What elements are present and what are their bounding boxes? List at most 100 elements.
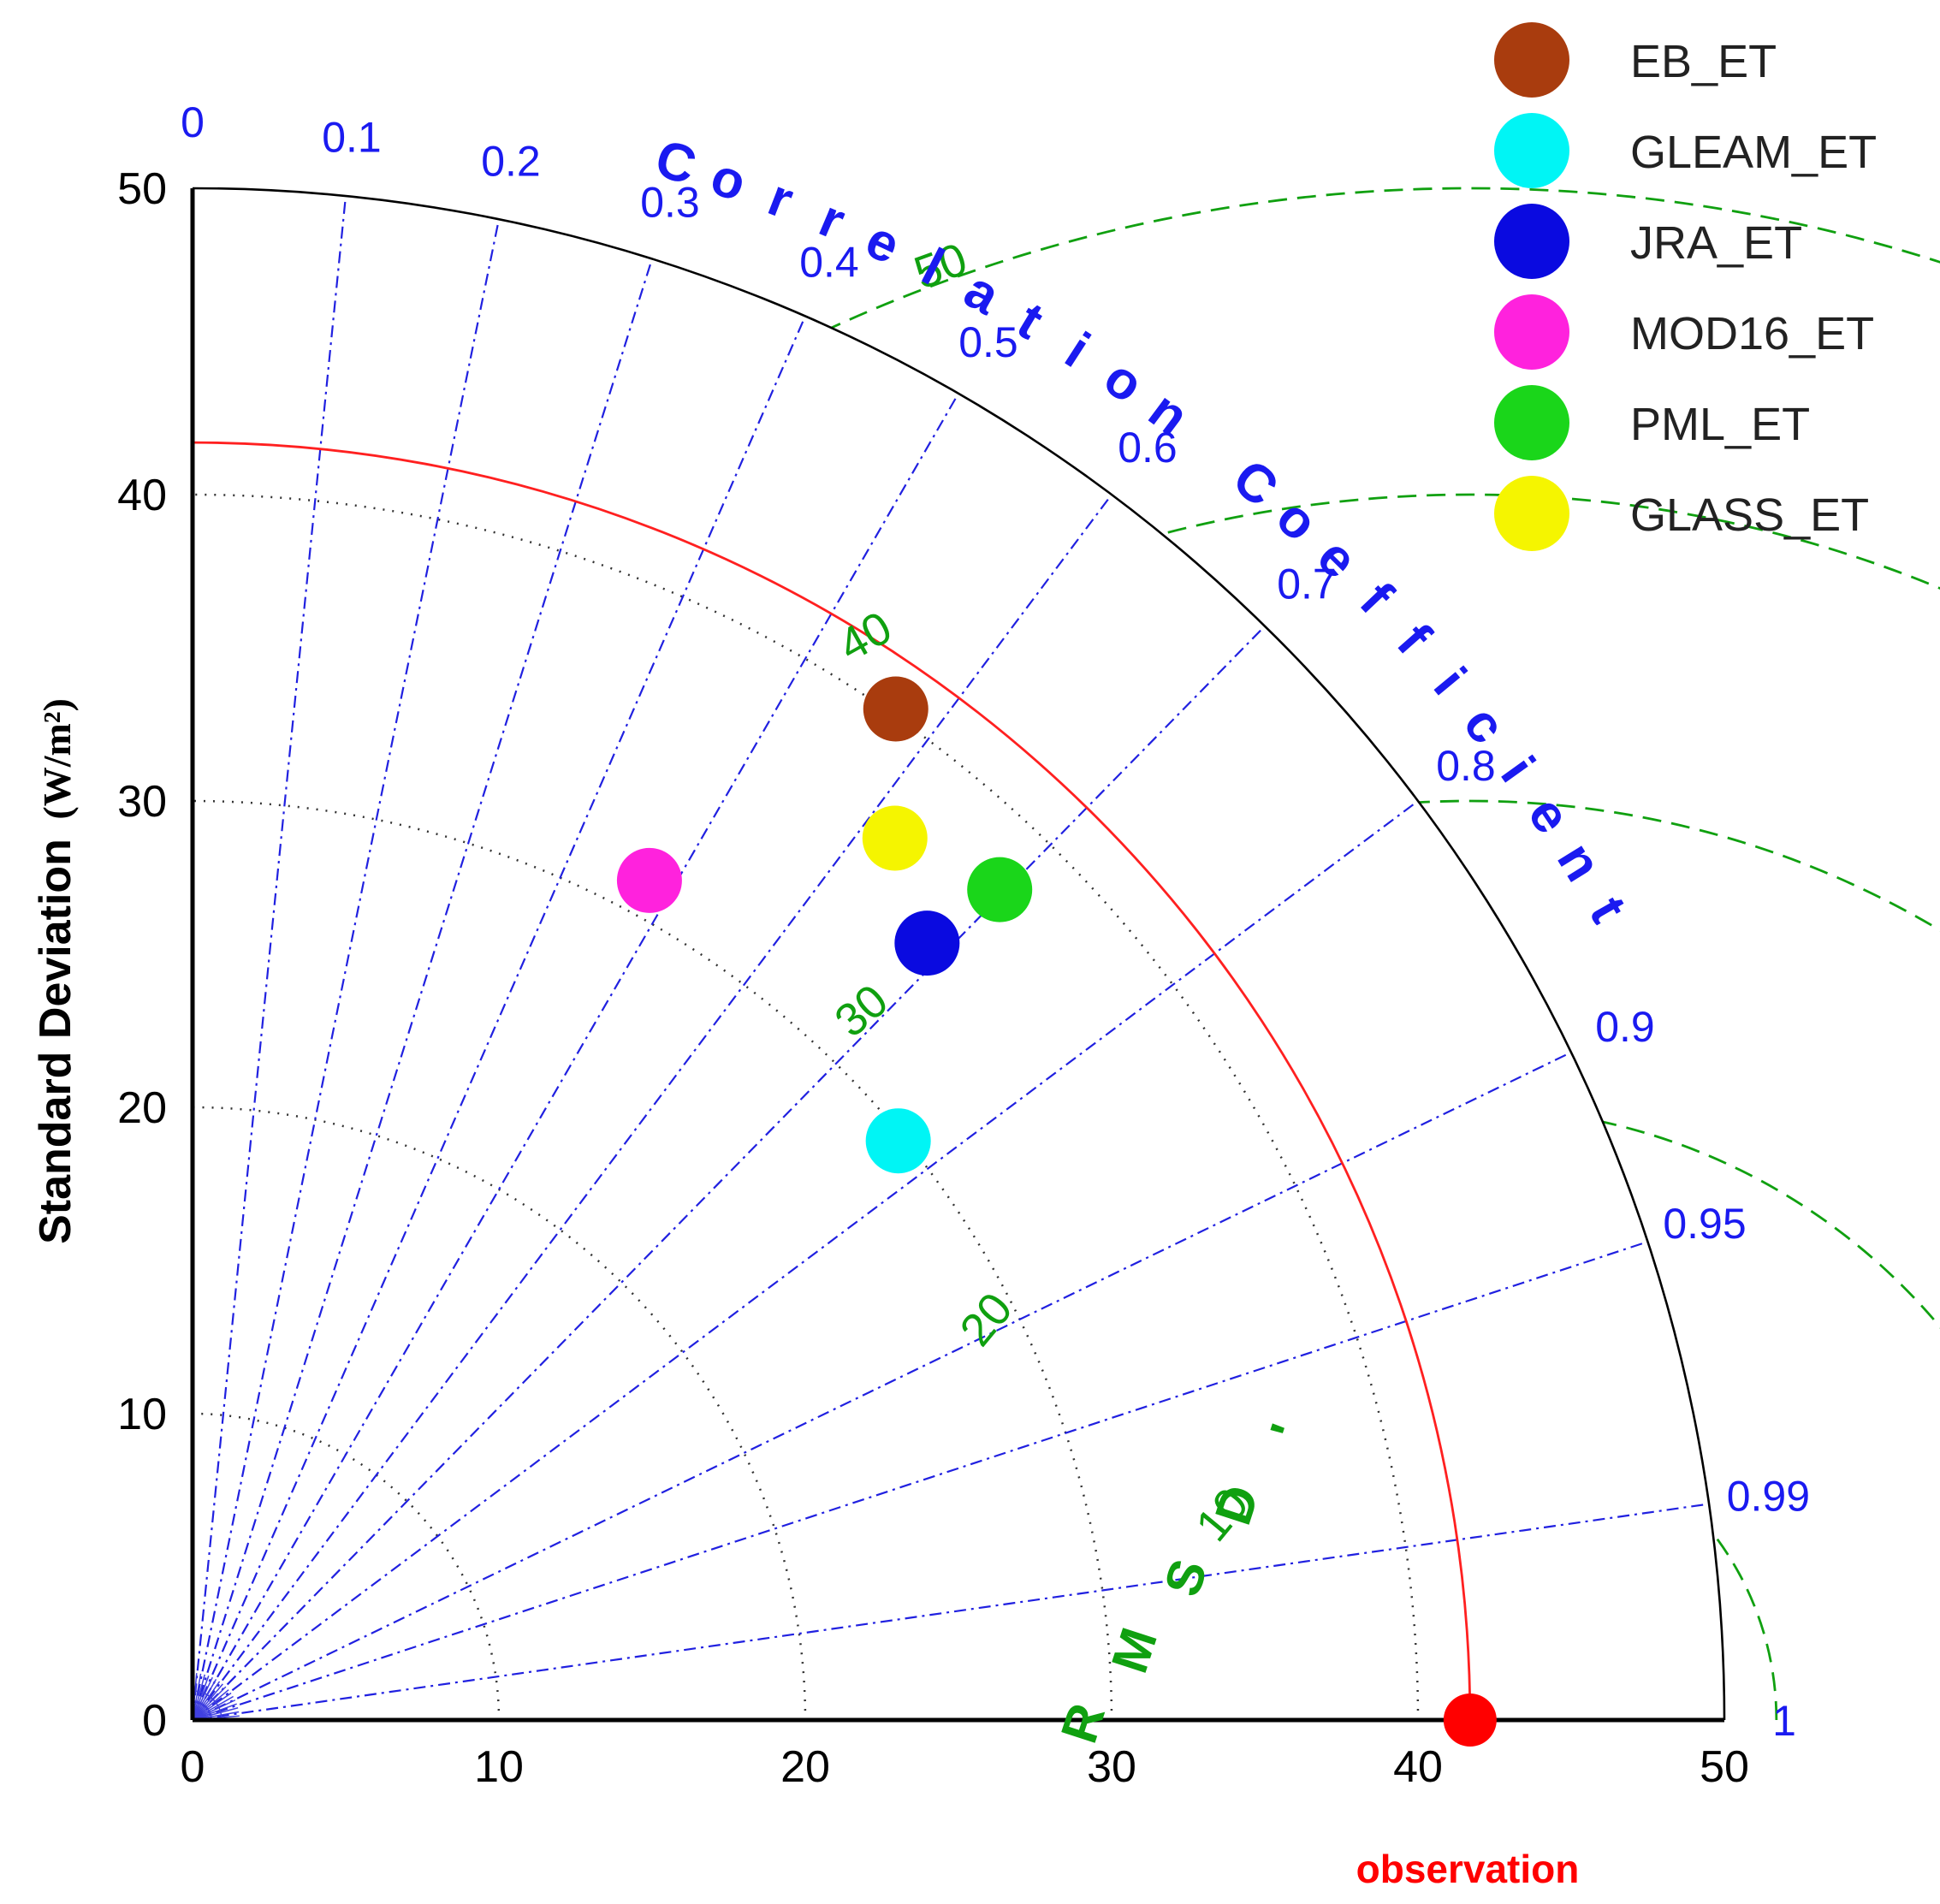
point-mod16-et bbox=[616, 847, 682, 913]
correlation-title-char: f bbox=[1349, 572, 1404, 626]
origin-ray bbox=[192, 1689, 229, 1721]
correlation-title-char: C bbox=[1221, 448, 1289, 519]
correlation-line-0.2 bbox=[191, 218, 501, 1721]
origin-ray bbox=[192, 1676, 210, 1721]
correlation-line-0.3 bbox=[191, 258, 654, 1721]
correlation-tick-0.4: 0.4 bbox=[799, 238, 859, 286]
rmsd-contour-10 bbox=[1712, 1532, 1778, 1721]
origin-ray bbox=[192, 1695, 234, 1721]
std-grid-arc-20 bbox=[192, 1106, 807, 1721]
rmsd-label-30: 30 bbox=[825, 975, 898, 1047]
origin-ray bbox=[192, 1703, 237, 1721]
origin-ray bbox=[192, 1686, 227, 1721]
correlation-tick-0.1: 0.1 bbox=[322, 113, 382, 161]
correlation-tick-0.6: 0.6 bbox=[1118, 424, 1178, 472]
correlation-title-char: e bbox=[857, 210, 909, 276]
y-axis-units: (W/m²) bbox=[35, 698, 79, 820]
y-tick-label-20: 20 bbox=[117, 1083, 167, 1133]
legend: EB_ET GLEAM_ET JRA_ET MOD16_ET PML_ET GLASS_E… bbox=[1494, 22, 1877, 551]
legend-label-eb-et: EB_ET bbox=[1630, 36, 1777, 87]
std-grid-arc-30 bbox=[192, 799, 1113, 1721]
correlation-line-0.6 bbox=[192, 494, 1112, 1721]
rmsd-contours bbox=[830, 187, 1940, 1721]
x-tick-label-0: 0 bbox=[181, 1742, 205, 1792]
origin-ray bbox=[192, 1692, 232, 1721]
correlation-tick-0.7: 0.7 bbox=[1277, 561, 1337, 608]
correlation-title-char: i bbox=[1422, 657, 1477, 706]
axis-ticks: 0 10 20 30 40 50 0 10 20 30 40 50 bbox=[117, 164, 1749, 1792]
point-gleam-et bbox=[865, 1108, 931, 1174]
std-grid bbox=[192, 493, 1420, 1721]
y-tick-label-10: 10 bbox=[117, 1390, 167, 1439]
rmsd-title-char: S bbox=[1153, 1552, 1218, 1603]
correlation-tick-0.5: 0.5 bbox=[958, 318, 1018, 366]
correlation-tick-0.8: 0.8 bbox=[1436, 742, 1496, 790]
std-grid-arc-10 bbox=[192, 1412, 501, 1721]
y-tick-label-50: 50 bbox=[117, 164, 167, 214]
rmsd-title-char: R bbox=[1050, 1697, 1116, 1750]
observation-arc bbox=[192, 441, 1472, 1721]
correlation-tick-labels: 0 0.1 0.2 0.3 0.4 0.5 0.6 0.7 0.8 0.9 0.95 0.99 1 bbox=[181, 98, 1810, 1745]
rmsd-title-char: ' bbox=[1259, 1418, 1317, 1447]
point-jra-et bbox=[894, 910, 960, 976]
rmsd-contour-30 bbox=[1419, 799, 1940, 932]
legend-marker-pml-et bbox=[1494, 385, 1569, 460]
legend-marker-jra-et bbox=[1494, 204, 1569, 279]
legend-label-mod16-et: MOD16_ET bbox=[1630, 308, 1874, 359]
correlation-title-char: i bbox=[1055, 322, 1100, 379]
legend-label-jra-et: JRA_ET bbox=[1630, 217, 1802, 269]
origin-ray bbox=[192, 1681, 221, 1721]
legend-marker-glass-et bbox=[1494, 476, 1569, 551]
origin-ray bbox=[192, 1699, 236, 1721]
legend-label-glass-et: GLASS_ET bbox=[1630, 489, 1869, 541]
point-pml-et bbox=[967, 857, 1033, 922]
rmsd-label-20: 20 bbox=[950, 1284, 1023, 1356]
rmsd-contour-40 bbox=[1161, 493, 1940, 590]
x-tick-label-50: 50 bbox=[1700, 1742, 1749, 1792]
observation-label: observation bbox=[1356, 1847, 1580, 1891]
y-axis-label: Standard Deviation bbox=[31, 839, 80, 1244]
rmsd-contour-20 bbox=[1602, 1120, 1940, 1329]
correlation-tick-0.9: 0.9 bbox=[1595, 1003, 1655, 1051]
rmsd-contour-50 bbox=[830, 187, 1940, 329]
correlation-tick-1: 1 bbox=[1772, 1697, 1796, 1745]
x-tick-label-40: 40 bbox=[1393, 1742, 1443, 1792]
observation-point bbox=[1443, 1693, 1497, 1747]
observation-arc-group bbox=[192, 441, 1472, 1721]
legend-label-pml-et: PML_ET bbox=[1630, 399, 1810, 450]
x-tick-label-30: 30 bbox=[1087, 1742, 1136, 1792]
correlation-title-char: t bbox=[1578, 887, 1638, 932]
rmsd-label-40: 40 bbox=[830, 602, 900, 672]
svg-text:Standard Deviation (W/m²: Standard Deviation (W/m²) bbox=[31, 698, 80, 1244]
correlation-line-0.95 bbox=[192, 1241, 1648, 1722]
y-tick-label-0: 0 bbox=[142, 1696, 167, 1746]
legend-label-gleam-et: GLEAM_ET bbox=[1630, 127, 1877, 178]
x-tick-label-20: 20 bbox=[780, 1742, 830, 1792]
legend-marker-gleam-et bbox=[1494, 113, 1569, 188]
point-eb-et bbox=[863, 676, 928, 742]
correlation-line-0.4 bbox=[191, 315, 807, 1721]
outer-arc bbox=[192, 187, 1726, 1721]
y-tick-label-40: 40 bbox=[117, 471, 167, 520]
legend-marker-mod16-et bbox=[1494, 294, 1569, 370]
correlation-line-0.8 bbox=[192, 800, 1419, 1721]
correlation-tick-0.3: 0.3 bbox=[640, 179, 700, 227]
correlation-line-0.99 bbox=[192, 1503, 1710, 1722]
legend-marker-eb-et bbox=[1494, 22, 1569, 98]
correlation-title-char: e bbox=[1516, 786, 1582, 844]
origin-arc bbox=[192, 1690, 222, 1721]
correlation-tick-0.95: 0.95 bbox=[1663, 1200, 1746, 1248]
y-axis-title: Standard Deviation (W/m²) bbox=[31, 698, 80, 1244]
correlation-title-char: r bbox=[761, 168, 801, 230]
correlation-line-0.1 bbox=[191, 195, 347, 1721]
origin-ray bbox=[192, 1676, 213, 1721]
y-tick-label-30: 30 bbox=[117, 777, 167, 827]
rmsd-title-char: M bbox=[1101, 1622, 1168, 1680]
origin-ray bbox=[192, 1683, 223, 1721]
correlation-title-char: i bbox=[1489, 746, 1545, 792]
correlation-title-char: n bbox=[1545, 833, 1613, 892]
correlation-tick-0.99: 0.99 bbox=[1727, 1473, 1810, 1521]
